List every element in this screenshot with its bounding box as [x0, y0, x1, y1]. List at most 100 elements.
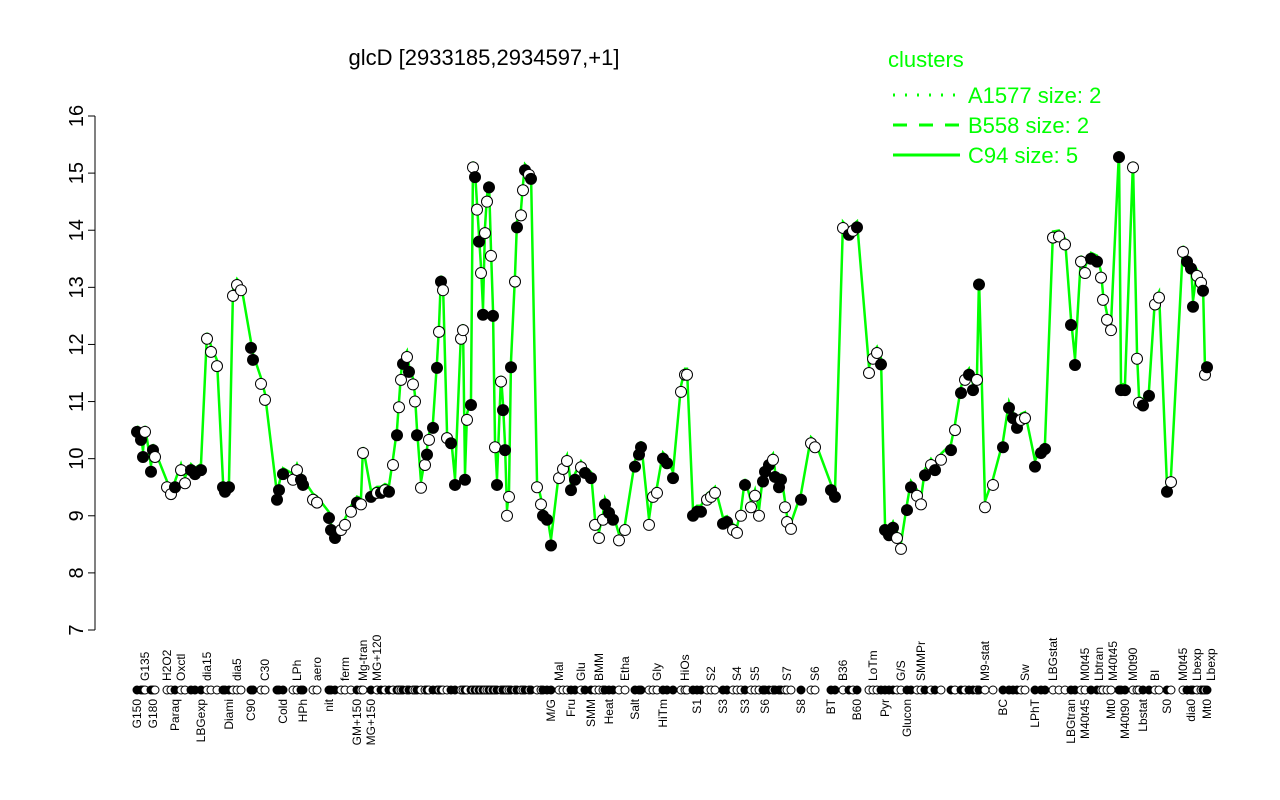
x-label-bottom: G150 — [130, 699, 144, 729]
data-point — [785, 522, 797, 535]
x-label-top: MG+120 — [370, 634, 384, 681]
data-point — [973, 278, 985, 291]
data-point — [863, 367, 875, 379]
data-point — [403, 365, 415, 378]
legend: clusters A1577 size: 2 B558 size: 2 C94 … — [888, 47, 1101, 168]
sample-marker — [1040, 685, 1050, 695]
x-label-bottom: S3 — [738, 699, 752, 714]
x-label-top: G/S — [894, 660, 908, 681]
data-point — [245, 341, 257, 354]
data-point — [387, 458, 399, 471]
data-point — [411, 429, 423, 442]
data-point — [433, 325, 445, 338]
data-point — [271, 493, 283, 506]
sample-marker — [1120, 685, 1130, 695]
x-label-bottom: M40t45 — [1078, 699, 1092, 739]
x-label-top: SMMPr — [914, 641, 928, 681]
data-point — [211, 360, 223, 373]
data-point — [681, 368, 693, 381]
sample-marker — [830, 685, 840, 695]
data-point — [415, 481, 427, 494]
data-point — [505, 361, 517, 374]
data-point — [629, 460, 641, 473]
x-label-top: H2O2 — [160, 649, 174, 681]
x-label-bottom: HPh — [296, 699, 310, 722]
x-label-bottom: Salt — [628, 698, 642, 719]
data-point — [1065, 319, 1077, 332]
x-axis-sample-markers — [132, 685, 1212, 695]
data-point — [915, 498, 927, 511]
data-point — [515, 209, 527, 222]
y-tick-label: 15 — [66, 162, 88, 184]
x-label-top: S4 — [730, 666, 744, 681]
data-point — [613, 534, 625, 547]
data-point — [421, 448, 433, 461]
data-point — [497, 404, 509, 417]
legend-label-a1577: A1577 size: 2 — [968, 83, 1101, 108]
data-point — [829, 490, 841, 503]
data-point — [531, 481, 543, 494]
y-tick-label: 16 — [66, 105, 88, 127]
data-point — [483, 181, 495, 194]
data-point — [357, 446, 369, 459]
x-label-top: G135 — [138, 651, 152, 681]
sample-marker — [278, 685, 288, 695]
sample-marker — [358, 685, 368, 695]
data-point — [477, 308, 489, 321]
x-label-top: Lbexp — [1204, 648, 1218, 681]
x-label-top: Etha — [618, 656, 632, 681]
data-point — [593, 532, 605, 545]
x-label-bottom: B60 — [850, 699, 864, 721]
data-point — [565, 484, 577, 497]
data-point — [495, 375, 507, 388]
data-point — [643, 518, 655, 531]
x-label-top: Lbtran — [1092, 647, 1106, 681]
data-point — [739, 478, 751, 491]
data-point — [255, 377, 267, 390]
data-point — [635, 441, 647, 454]
data-point — [607, 513, 619, 526]
x-label-bottom: S8 — [794, 699, 808, 714]
x-label-bottom: Pyr — [878, 699, 892, 717]
data-point — [1201, 361, 1213, 374]
x-label-bottom: Paraq — [168, 699, 182, 731]
data-point — [401, 351, 413, 364]
data-point — [1091, 255, 1103, 268]
x-label-bottom: C90 — [244, 699, 258, 721]
x-label-top: M0t90 — [1126, 647, 1140, 681]
x-label-top: M40t45 — [1106, 641, 1120, 681]
data-point — [459, 473, 471, 486]
data-point — [247, 353, 259, 366]
data-point — [465, 398, 477, 411]
data-point — [473, 235, 485, 248]
x-label-top: Sw — [1018, 664, 1032, 681]
data-point — [475, 267, 487, 280]
data-point — [955, 386, 967, 399]
x-label-top: aero — [310, 657, 324, 681]
data-point — [1165, 476, 1177, 489]
sample-marker — [796, 685, 806, 695]
data-point — [809, 441, 821, 454]
data-point — [871, 347, 883, 360]
data-point — [945, 444, 957, 457]
data-point — [277, 468, 289, 481]
sample-marker — [312, 685, 322, 695]
data-point — [1101, 313, 1113, 326]
x-label-top: ferm — [338, 657, 352, 681]
x-label-bottom: LBGtran — [1064, 699, 1078, 744]
data-point — [935, 453, 947, 466]
data-point — [339, 518, 351, 531]
x-label-bottom: BC — [996, 699, 1010, 716]
data-point — [585, 472, 597, 485]
data-point — [511, 221, 523, 234]
x-axis-labels: G135 H2O2 Oxctl dia15 dia5 C30 LPh aero ferm Mg-t… — [130, 634, 1218, 745]
data-point — [235, 284, 247, 297]
x-label-bottom: LPhT — [1028, 698, 1042, 727]
sample-marker — [1106, 685, 1116, 695]
data-point — [467, 161, 479, 174]
data-point — [457, 324, 469, 337]
data-point — [775, 473, 787, 486]
y-axis: 7 8 9 10 11 12 13 14 15 16 — [66, 105, 96, 636]
y-tick-label: 7 — [66, 624, 88, 635]
data-point — [1059, 238, 1071, 251]
